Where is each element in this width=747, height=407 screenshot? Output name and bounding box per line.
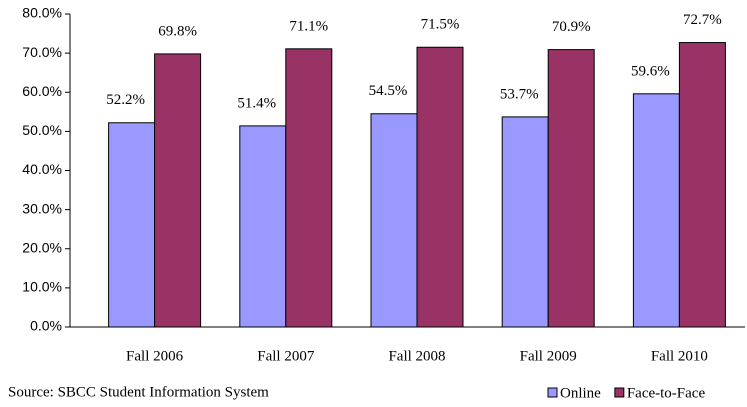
y-tick-label: 70.0% (22, 44, 62, 60)
y-tick-label: 30.0% (22, 200, 62, 216)
legend-swatch (547, 387, 558, 398)
value-label: 70.9% (552, 19, 591, 35)
value-label: 51.4% (237, 95, 276, 111)
legend-label: Face-to-Face (627, 385, 706, 401)
x-tick-label: Fall 2008 (388, 348, 445, 364)
y-tick-label: 40.0% (22, 161, 62, 177)
y-tick-label: 60.0% (22, 83, 62, 99)
value-label: 69.8% (158, 23, 197, 39)
value-label: 53.7% (500, 86, 539, 102)
x-tick-label: Fall 2010 (651, 348, 708, 364)
bar (632, 93, 680, 328)
bar (285, 48, 333, 328)
legend-label: Online (560, 385, 601, 401)
y-tick-label: 20.0% (22, 239, 62, 255)
bar (239, 125, 287, 328)
bar (108, 122, 156, 328)
y-tick-label: 50.0% (22, 122, 62, 138)
x-tick-label: Fall 2007 (257, 348, 315, 364)
bar (370, 113, 418, 328)
bar (501, 116, 549, 328)
y-tick-label: 80.0% (22, 5, 62, 21)
bar (154, 53, 202, 328)
value-label: 59.6% (631, 63, 670, 79)
value-label: 52.2% (106, 92, 145, 108)
bar (678, 42, 726, 328)
value-label: 72.7% (683, 12, 722, 28)
value-label: 71.1% (289, 18, 328, 34)
y-tick-label: 0.0% (30, 318, 62, 334)
value-label: 54.5% (369, 83, 408, 99)
x-tick-label: Fall 2009 (520, 348, 577, 364)
bar (547, 49, 595, 328)
x-tick-label: Fall 2006 (126, 348, 184, 364)
bar (416, 46, 464, 328)
value-label: 71.5% (421, 17, 460, 33)
y-tick-label: 10.0% (22, 279, 62, 295)
legend-swatch (614, 387, 625, 398)
source-note: Source: SBCC Student Information System (8, 384, 269, 400)
